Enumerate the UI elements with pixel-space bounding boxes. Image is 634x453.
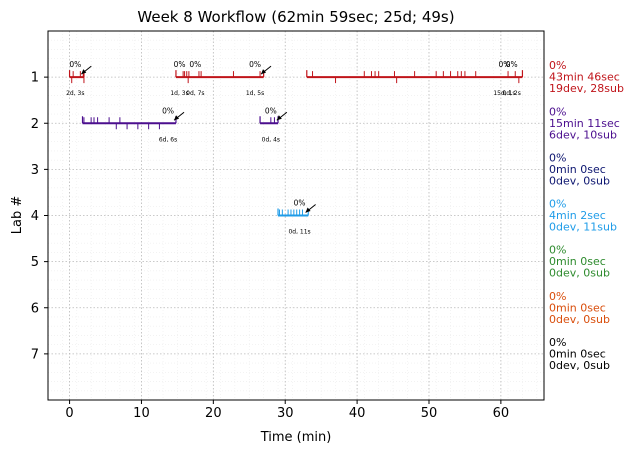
x-tick-label: 30 xyxy=(277,406,294,421)
lab-1-annotation-duration: 15d, 1s xyxy=(493,90,515,97)
lab-4-summary-line: 0dev, 11sub xyxy=(549,221,617,234)
lab-3-summary-line: 0min 0sec xyxy=(549,163,606,176)
lab-3-summary-line: 0% xyxy=(549,151,566,164)
x-tick-label: 40 xyxy=(349,406,366,421)
axes: 0 10 20 30 40 50 60 1 2 3 4 5 6 7 xyxy=(31,71,509,421)
y-tick-label: 1 xyxy=(31,71,39,86)
lab-6-summary-line: 0min 0sec xyxy=(549,301,606,314)
x-tick-label: 10 xyxy=(133,406,150,421)
lab-4-annotation-percent: 0% xyxy=(294,199,306,208)
lab-4-summary-line: 4min 2sec xyxy=(549,209,606,222)
lab-1-annotation-arrowhead xyxy=(81,69,87,75)
lab-2-annotation-duration: 0d, 4s xyxy=(262,136,280,143)
lab-1-annotation-percent: 0% xyxy=(499,60,511,69)
lab-1-annotation-duration: 2d, 3s xyxy=(66,90,84,97)
x-tick-label: 0 xyxy=(65,406,73,421)
x-tick-label: 50 xyxy=(421,406,438,421)
y-tick-label: 5 xyxy=(31,255,39,270)
lab-2-annotation-arrowhead xyxy=(174,115,180,121)
x-tick-label: 20 xyxy=(205,406,222,421)
lab-1-annotation-percent: 0% xyxy=(249,60,261,69)
lab-4-annotation-arrowhead xyxy=(305,207,311,213)
lab-1-annotation-percent: 0% xyxy=(69,60,81,69)
lab-1-annotation-duration: 1d, 5s xyxy=(246,90,264,97)
lab-7-summary-line: 0% xyxy=(549,336,566,349)
lab-1-annotation-duration: 0d, 2s xyxy=(502,90,520,97)
y-tick-label: 7 xyxy=(31,347,39,362)
lab-1-annotation-duration: 0d, 7s xyxy=(186,90,204,97)
lab-5-summary-line: 0dev, 0sub xyxy=(549,267,610,280)
lab-1-annotation-duration: 1d, 3s xyxy=(170,90,188,97)
lab-2-annotation-percent: 0% xyxy=(265,106,277,115)
lab-1-annotation-percent: 0% xyxy=(506,60,518,69)
lab-2-annotation-percent: 0% xyxy=(162,106,174,115)
lab-2-annotation-arrowhead xyxy=(276,115,282,121)
plot-marks: 0% 2d, 3s 0% 1d, 3s 0% 0d, 7s 0% 1d, 5s 0% 15d, 1… xyxy=(66,60,524,236)
lab-5-summary-line: 0% xyxy=(549,244,566,257)
lab-1-summary-line: 19dev, 28sub xyxy=(549,82,624,95)
y-tick-label: 3 xyxy=(31,163,39,178)
x-tick-label: 60 xyxy=(493,406,510,421)
lab-1-annotation-arrowhead xyxy=(261,69,267,75)
lab-6-summary-line: 0dev, 0sub xyxy=(549,313,610,326)
lab-7-summary-line: 0min 0sec xyxy=(549,347,606,360)
lab-6-summary-line: 0% xyxy=(549,290,566,303)
lab-1-summary-line: 43min 46sec xyxy=(549,71,620,84)
lab-1-summary-line: 0% xyxy=(549,59,566,72)
y-tick-label: 4 xyxy=(31,209,39,224)
lab-4-annotation-duration: 0d, 11s xyxy=(288,229,310,236)
lab-1-annotation-percent: 0% xyxy=(174,60,186,69)
y-tick-label: 2 xyxy=(31,117,39,132)
x-axis-label: Time (min) xyxy=(260,430,332,445)
lab-3-summary-line: 0dev, 0sub xyxy=(549,174,610,187)
lab-5-summary-line: 0min 0sec xyxy=(549,255,606,268)
lab-2-summary-line: 6dev, 10sub xyxy=(549,128,617,141)
y-tick-label: 6 xyxy=(31,301,39,316)
lab-1-annotation-percent: 0% xyxy=(189,60,201,69)
chart-title: Week 8 Workflow (62min 59sec; 25d; 49s) xyxy=(137,8,454,26)
lab-2-summary-line: 0% xyxy=(549,105,566,118)
lab-4-summary-line: 0% xyxy=(549,198,566,211)
lab-7-summary-line: 0dev, 0sub xyxy=(549,359,610,372)
y-axis-label: Lab # xyxy=(10,196,25,235)
lab-2-summary-line: 15min 11sec xyxy=(549,117,620,130)
lab-2-annotation-duration: 6d, 6s xyxy=(159,136,177,143)
